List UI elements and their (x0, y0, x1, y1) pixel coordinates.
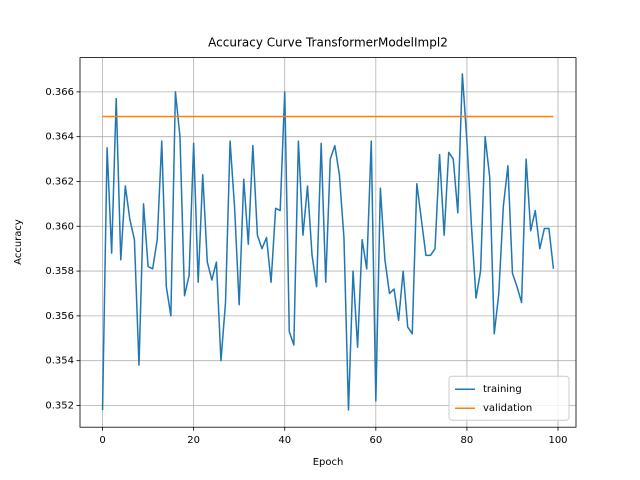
y-tick-label: 0.366 (45, 87, 74, 98)
y-tick-label: 0.364 (45, 132, 74, 143)
legend-label: training (483, 384, 522, 395)
y-tick-label: 0.354 (45, 356, 74, 367)
x-tick-label: 20 (187, 435, 200, 446)
y-tick-label: 0.356 (45, 311, 74, 322)
plot-frame (79, 57, 577, 428)
legend-box (448, 375, 570, 421)
legend-label: validation (483, 403, 532, 414)
x-tick-label: 100 (548, 435, 567, 446)
x-tick-label: 60 (369, 435, 382, 446)
series-line (101, 73, 555, 411)
x-tick-label: 80 (461, 435, 474, 446)
y-axis-label: Accuracy (13, 219, 24, 265)
y-tick-label: 0.358 (45, 266, 74, 277)
y-tick-label: 0.352 (45, 400, 74, 411)
chart-title: Accuracy Curve TransformerModelImpl2 (208, 36, 448, 50)
legend: training validation (448, 375, 570, 421)
y-tick-label: 0.360 (45, 221, 74, 232)
x-tick-label: 0 (99, 435, 105, 446)
y-tick-label: 0.362 (45, 176, 74, 187)
x-axis-label: Epoch (313, 457, 344, 468)
x-tick-label: 40 (278, 435, 291, 446)
